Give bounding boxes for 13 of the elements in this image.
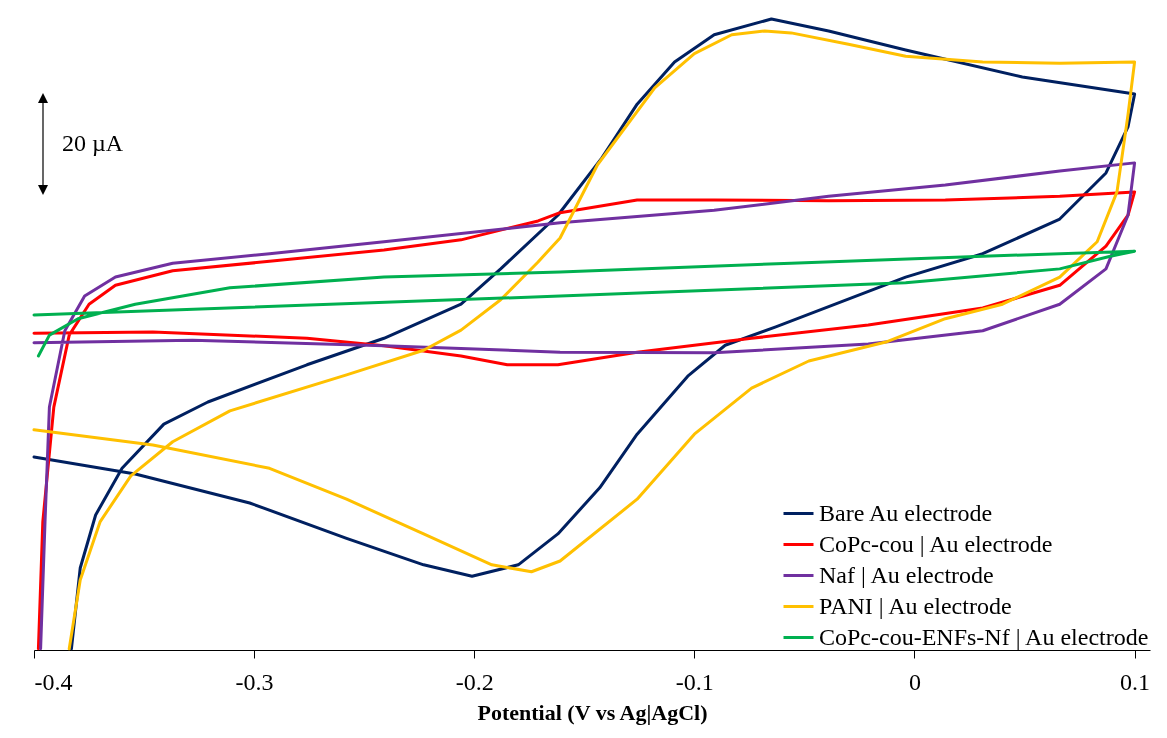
x-tick-label: 0.1 [1120,668,1151,695]
legend-label: CoPc-cou-ENFs-Nf | Au electrode [819,623,1149,650]
legend-label: PANI | Au electrode [819,592,1012,619]
legend-label: Bare Au electrode [819,499,993,526]
legend-label: Naf | Au electrode [819,561,994,588]
x-tick-label: -0.2 [455,668,494,695]
x-tick-label: -0.1 [675,668,714,695]
x-axis-title: Potential (V vs Ag|AgCl) [477,699,708,725]
legend-label: CoPc-cou | Au electrode [819,530,1053,557]
x-tick-label: 0 [908,668,921,695]
annotation: 20 µA [62,130,124,157]
x-tick-label: -0.4 [34,668,73,695]
x-tick-label: -0.3 [235,668,274,695]
